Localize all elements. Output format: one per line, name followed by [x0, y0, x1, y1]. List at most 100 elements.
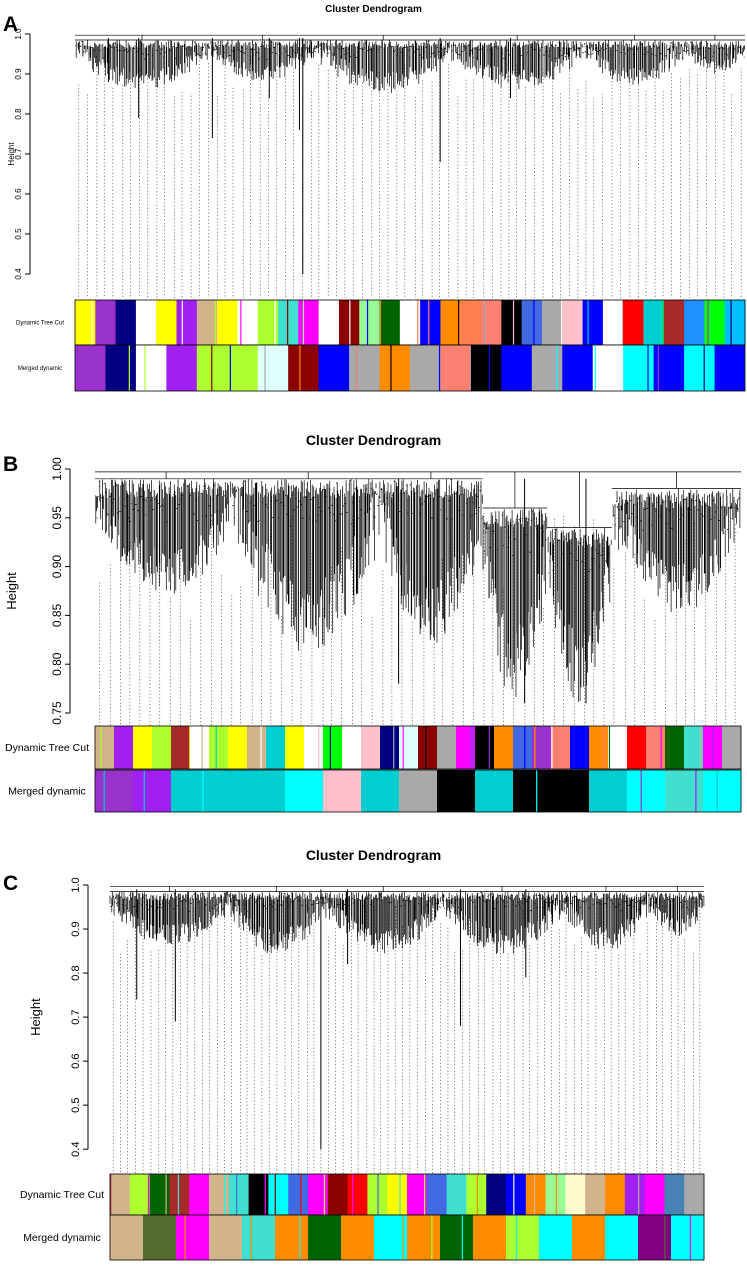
module-color-block: [513, 770, 552, 812]
module-color-block: [532, 726, 552, 769]
module-color-block: [501, 345, 533, 391]
module-color-streak: [533, 1174, 536, 1215]
module-color-block: [242, 1215, 276, 1260]
module-color-block: [380, 726, 400, 769]
module-color-block: [562, 345, 594, 391]
module-color-streak: [494, 770, 497, 812]
panel-label-c: C: [3, 872, 19, 895]
module-color-streak: [556, 345, 558, 391]
module-color-streak: [587, 300, 589, 345]
y-tick-label: 0.6: [14, 188, 23, 200]
module-color-streak: [513, 1174, 515, 1215]
module-color-block: [114, 726, 134, 769]
module-color-streak: [402, 1215, 404, 1260]
module-color-streak: [377, 1174, 379, 1215]
dendrogram-chart-a: 0.4 0.5 0.6 0.7 0.8 0.9 1.0 Height Dynamic Tree …: [7, 28, 746, 392]
module-color-streak: [110, 1174, 112, 1215]
module-color-block: [166, 345, 198, 391]
module-color-block: [506, 1215, 540, 1260]
module-color-block: [466, 1174, 487, 1215]
module-color-block: [665, 726, 685, 769]
module-color-streak: [274, 1174, 276, 1215]
chart-title-c: Cluster Dendrogram: [305, 847, 442, 863]
y-tick-label: 1.00: [50, 457, 64, 481]
module-color-block: [228, 726, 248, 769]
y-axis-label: Height: [4, 572, 19, 610]
module-color-streak: [662, 300, 665, 345]
module-color-block: [110, 1215, 144, 1260]
module-color-block: [470, 345, 502, 391]
module-color-block: [460, 300, 482, 345]
module-color-streak: [143, 770, 145, 812]
module-color-streak: [181, 300, 183, 345]
module-color-block: [570, 726, 590, 769]
module-color-block: [268, 1174, 289, 1215]
module-color-block: [722, 726, 742, 769]
module-color-streak: [730, 300, 732, 345]
module-color-block: [347, 1174, 368, 1215]
module-color-streak: [707, 300, 709, 345]
module-color-streak: [536, 770, 538, 812]
module-color-streak: [431, 1215, 433, 1260]
module-color-block: [704, 300, 726, 345]
module-color-block: [361, 726, 381, 769]
dendrogram-branches: [95, 471, 741, 702]
module-color-streak: [366, 300, 369, 345]
module-color-block: [361, 770, 400, 812]
module-color-block: [399, 770, 438, 812]
module-color-streak: [229, 345, 231, 391]
module-color-block: [437, 770, 476, 812]
module-color-streak: [660, 726, 662, 769]
module-color-streak: [214, 300, 216, 345]
module-color-block: [418, 726, 438, 769]
module-color-block: [426, 1174, 448, 1215]
module-color-block: [664, 1174, 685, 1215]
module-color-block: [481, 300, 502, 345]
module-color-block: [318, 345, 350, 391]
y-tick-label: 0.4: [70, 1142, 82, 1157]
module-color-block: [608, 726, 628, 769]
panel-label-a: A: [3, 13, 19, 36]
module-color-block: [714, 345, 746, 391]
module-color-streak: [147, 1174, 150, 1215]
module-color-streak: [689, 1215, 691, 1260]
module-color-block: [374, 1215, 408, 1260]
module-color-block: [95, 770, 134, 812]
module-color-streak: [215, 726, 217, 769]
y-tick-label: 0.8: [70, 965, 82, 980]
module-color-block: [582, 300, 604, 345]
module-color-streak: [260, 726, 262, 769]
module-color-block: [209, 1215, 243, 1260]
module-color-streak: [534, 726, 536, 769]
y-tick-label: 0.5: [14, 228, 23, 240]
module-color-streak: [476, 1174, 479, 1215]
module-color-block: [298, 300, 320, 345]
module-color-streak: [202, 770, 204, 812]
module-color-streak: [302, 300, 305, 345]
module-color-streak: [471, 726, 473, 769]
module-color-streak: [287, 300, 289, 345]
module-color-streak: [159, 300, 161, 345]
module-color-block: [684, 726, 704, 769]
module-color-streak: [240, 300, 242, 345]
module-color-block: [379, 345, 411, 391]
module-color-streak: [355, 345, 358, 391]
module-color-streak: [483, 300, 486, 345]
module-color-block: [475, 726, 495, 769]
y-tick-label: 0.90: [50, 555, 64, 579]
module-color-block: [304, 726, 324, 769]
module-color-block: [105, 345, 137, 391]
module-color-streak: [515, 1215, 517, 1260]
y-tick-label: 0.4: [14, 268, 23, 280]
module-color-block: [456, 726, 476, 769]
module-color-block: [209, 1174, 230, 1215]
module-color-block: [285, 726, 305, 769]
panel-a: A Cluster Dendrogram 0.4 0.5 0.6 0.7 0.8 0.9 1…: [0, 0, 747, 400]
module-color-block: [638, 1215, 672, 1260]
module-color-block: [684, 1174, 705, 1215]
module-color-block: [171, 770, 210, 812]
module-color-streak: [488, 1215, 491, 1260]
module-color-streak: [533, 300, 535, 345]
module-color-streak: [488, 345, 491, 391]
module-color-block: [189, 1174, 210, 1215]
